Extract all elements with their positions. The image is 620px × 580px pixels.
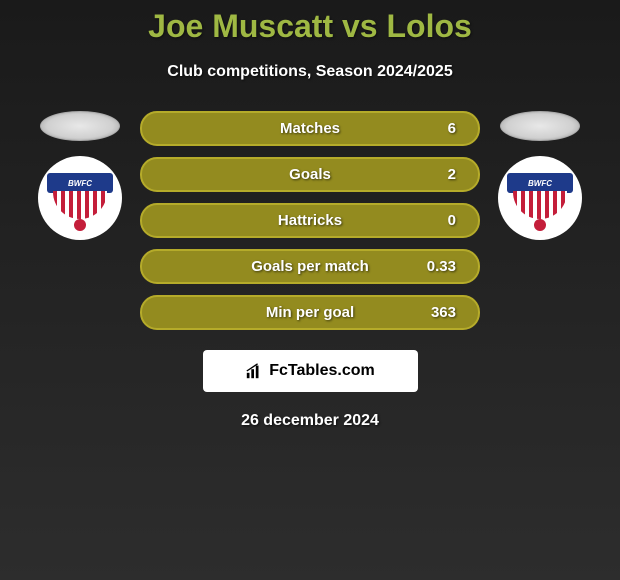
stats-column: Matches 6 Goals 2 Hattricks 0 Goals per … — [140, 111, 480, 330]
badge-text-left: BWFC — [68, 179, 92, 188]
badge-ball-right — [534, 219, 546, 231]
stat-label: Goals — [164, 166, 456, 183]
stat-label: Matches — [164, 120, 456, 137]
club-badge-left: BWFC — [38, 156, 122, 240]
badge-inner-right: BWFC — [505, 163, 575, 233]
stat-bar-goals: Goals 2 — [140, 157, 480, 192]
player-photo-left — [40, 111, 120, 141]
page-title: Joe Muscatt vs Lolos — [0, 8, 620, 45]
stat-bar-min-per-goal: Min per goal 363 — [140, 295, 480, 330]
stat-value: 2 — [448, 166, 456, 183]
stat-label: Min per goal — [164, 304, 456, 321]
comparison-container: Joe Muscatt vs Lolos Club competitions, … — [0, 0, 620, 430]
stat-bar-goals-per-match: Goals per match 0.33 — [140, 249, 480, 284]
chart-icon — [245, 362, 263, 380]
stat-label: Goals per match — [164, 258, 456, 275]
fctables-logo[interactable]: FcTables.com — [203, 350, 418, 392]
stat-value: 0 — [448, 212, 456, 229]
badge-ribbon-right: BWFC — [507, 173, 573, 193]
badge-ball-left — [74, 219, 86, 231]
badge-inner-left: BWFC — [45, 163, 115, 233]
logo-text: FcTables.com — [269, 362, 375, 380]
club-badge-right: BWFC — [498, 156, 582, 240]
player-left-column: BWFC — [30, 111, 130, 240]
player-right-column: BWFC — [490, 111, 590, 240]
badge-stripes-left — [53, 191, 107, 219]
badge-ribbon-left: BWFC — [47, 173, 113, 193]
stat-value: 6 — [448, 120, 456, 137]
stat-bar-matches: Matches 6 — [140, 111, 480, 146]
stat-value: 0.33 — [427, 258, 456, 275]
badge-stripes-right — [513, 191, 567, 219]
subtitle: Club competitions, Season 2024/2025 — [0, 63, 620, 81]
stat-value: 363 — [431, 304, 456, 321]
stat-bar-hattricks: Hattricks 0 — [140, 203, 480, 238]
badge-text-right: BWFC — [528, 179, 552, 188]
player-photo-right — [500, 111, 580, 141]
date-text: 26 december 2024 — [0, 412, 620, 430]
stat-label: Hattricks — [164, 212, 456, 229]
content-row: BWFC Matches 6 Goals 2 Hattricks 0 — [0, 111, 620, 330]
